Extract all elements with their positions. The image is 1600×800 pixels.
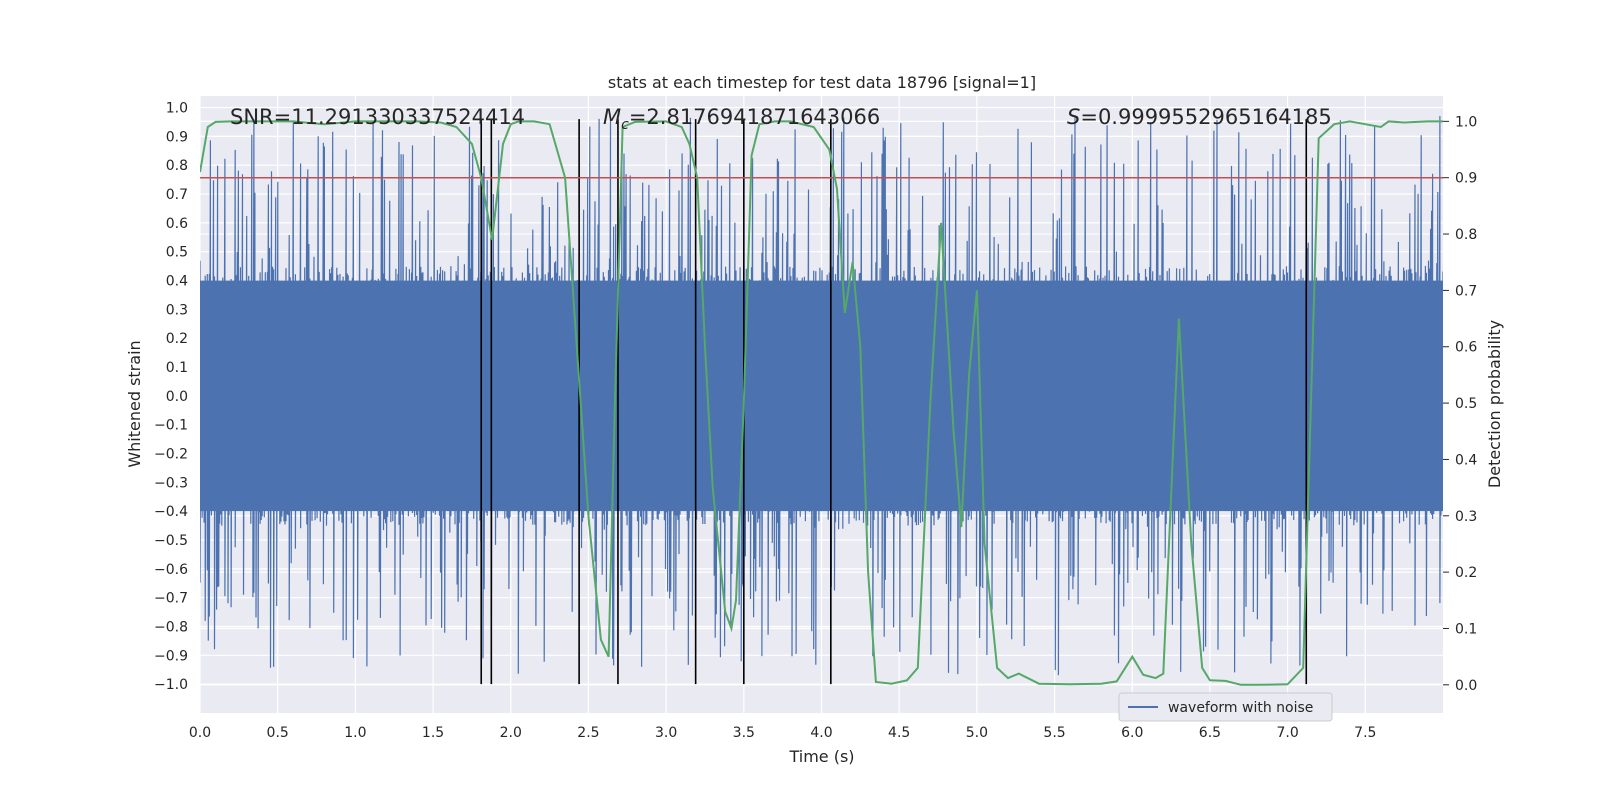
snr-annotation: SNR=11.291330337524414 — [230, 105, 525, 129]
waveform-series — [200, 115, 1443, 676]
x-tick-label: 0.0 — [189, 725, 211, 741]
y2-axis-label: Detection probability — [1485, 320, 1504, 488]
chart-title: stats at each timestep for test data 187… — [608, 73, 1036, 92]
y2-tick-label: 0.8 — [1455, 227, 1477, 243]
y2-tick-label: 0.7 — [1455, 283, 1477, 299]
x-tick-label: 5.5 — [1043, 725, 1065, 741]
x-tick-label: 5.0 — [966, 725, 988, 741]
y-tick-label: −0.1 — [154, 418, 188, 434]
x-tick-label: 6.0 — [1121, 725, 1143, 741]
y2-tick-label: 0.1 — [1455, 621, 1477, 637]
x-tick-label: 1.0 — [344, 725, 366, 741]
y-tick-label: 0.1 — [166, 360, 188, 376]
x-tick-label: 4.5 — [888, 725, 910, 741]
y-tick-label: 0.0 — [166, 389, 188, 405]
x-tick-label: 2.5 — [577, 725, 599, 741]
mc-symbol: M — [603, 105, 621, 129]
y2-ticks: 1.0 0.9 0.8 0.7 0.6 0.5 0.4 0.3 0.2 0.1 0.0 — [1443, 114, 1477, 694]
y-tick-label: −0.3 — [154, 475, 188, 491]
mc-value: =2.8176941871643066 — [629, 105, 880, 129]
y-tick-label: 0.9 — [166, 129, 188, 145]
y-tick-label: 1.0 — [166, 101, 188, 117]
y-tick-label: 0.5 — [166, 245, 188, 261]
s-value: =0.9999552965164185 — [1080, 105, 1331, 129]
x-axis-label: Time (s) — [788, 747, 854, 766]
legend-box — [1118, 692, 1333, 722]
s-annotation: S=0.9999552965164185 — [1067, 105, 1332, 129]
y-tick-label: 0.3 — [166, 302, 188, 318]
x-tick-label: 7.5 — [1354, 725, 1376, 741]
y-tick-label: 0.8 — [166, 158, 188, 174]
x-tick-label: 4.0 — [810, 725, 832, 741]
mc-subscript: c — [621, 117, 629, 133]
y-tick-label: −0.8 — [154, 620, 188, 636]
x-ticks: 0.0 0.5 1.0 1.5 2.0 2.5 3.0 3.5 4.0 4.5 5.0 5.5 6.0 6… — [189, 725, 1377, 741]
chirp-mass-annotation: Mc=2.8176941871643066 — [603, 105, 880, 133]
y-tick-label: −0.9 — [154, 648, 188, 664]
legend: waveform with noise — [1118, 692, 1333, 722]
detection-probability-series — [200, 120, 1443, 686]
probability-line — [200, 120, 1443, 686]
x-tick-label: 0.5 — [267, 725, 289, 741]
y2-tick-label: 0.6 — [1455, 340, 1477, 356]
waveform-trace — [200, 115, 1443, 676]
y-tick-label: 0.2 — [166, 331, 188, 347]
y-tick-label: 0.6 — [166, 216, 188, 232]
legend-label-waveform: waveform with noise — [1168, 700, 1313, 716]
s-symbol: S — [1067, 105, 1080, 129]
x-tick-label: 3.5 — [733, 725, 755, 741]
y-tick-label: −1.0 — [154, 677, 188, 693]
y-tick-label: 0.7 — [166, 187, 188, 203]
y-tick-label: −0.4 — [154, 504, 188, 520]
y-tick-label: −0.2 — [154, 447, 188, 463]
y2-tick-label: 0.2 — [1455, 565, 1477, 581]
y-tick-label: −0.6 — [154, 562, 188, 578]
y-tick-label: −0.5 — [154, 533, 188, 549]
y2-tick-label: 0.9 — [1455, 171, 1477, 187]
x-tick-label: 2.0 — [500, 725, 522, 741]
x-tick-label: 1.5 — [422, 725, 444, 741]
y2-tick-label: 0.5 — [1455, 396, 1477, 412]
y2-tick-label: 0.4 — [1455, 452, 1477, 468]
x-tick-label: 6.5 — [1199, 725, 1221, 741]
y-tick-label: −0.7 — [154, 591, 188, 607]
x-tick-label: 3.0 — [655, 725, 677, 741]
y2-tick-label: 0.0 — [1455, 678, 1477, 694]
y-axis-label: Whitened strain — [125, 340, 144, 467]
y-tick-label: 0.4 — [166, 274, 188, 290]
x-tick-label: 7.0 — [1276, 725, 1298, 741]
y2-tick-label: 1.0 — [1455, 114, 1477, 130]
y-ticks: 1.0 0.9 0.8 0.7 0.6 0.5 0.4 0.3 0.2 0.1 0.0 −0.1 −0.… — [154, 101, 188, 694]
y2-tick-label: 0.3 — [1455, 509, 1477, 525]
